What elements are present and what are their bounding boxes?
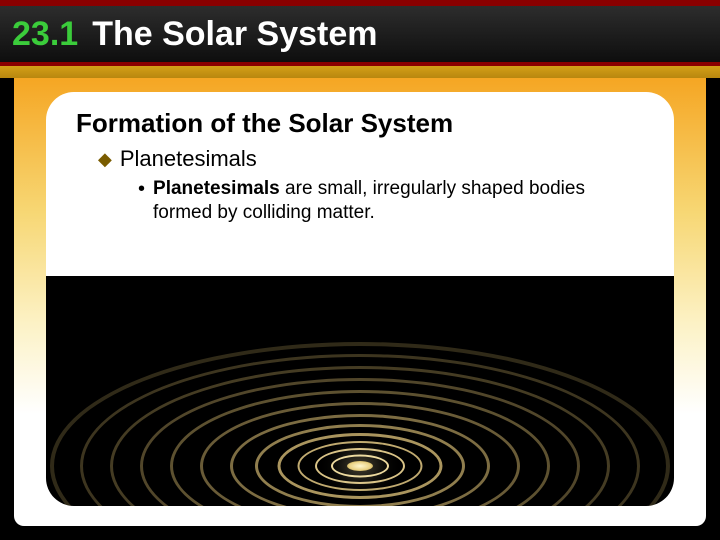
header-gold-strip	[0, 66, 720, 78]
protoplanetary-disk-image	[46, 276, 674, 506]
bullet-level-1: ◆ Planetesimals	[98, 145, 644, 173]
disk-core-glow	[347, 461, 373, 471]
bullet1-text: Planetesimals	[120, 145, 257, 173]
disk-ring	[50, 342, 670, 506]
section-title: The Solar System	[92, 15, 377, 54]
text-block: Formation of the Solar System ◆ Planetes…	[46, 92, 674, 233]
section-number: 23.1	[12, 15, 78, 54]
bullet2-bold-lead: Planetesimals	[153, 178, 280, 199]
bullet2-text: Planetesimals are small, irregularly sha…	[153, 177, 644, 225]
diamond-bullet-icon: ◆	[98, 145, 112, 173]
slide-header: 23.1 The Solar System	[0, 0, 720, 78]
header-main-bar: 23.1 The Solar System	[0, 6, 720, 62]
content-card: Formation of the Solar System ◆ Planetes…	[46, 92, 674, 506]
bullet-level-2: • Planetesimals are small, irregularly s…	[138, 177, 644, 225]
dot-bullet-icon: •	[138, 177, 145, 201]
content-frame: Formation of the Solar System ◆ Planetes…	[14, 78, 706, 526]
subheading: Formation of the Solar System	[76, 108, 644, 139]
